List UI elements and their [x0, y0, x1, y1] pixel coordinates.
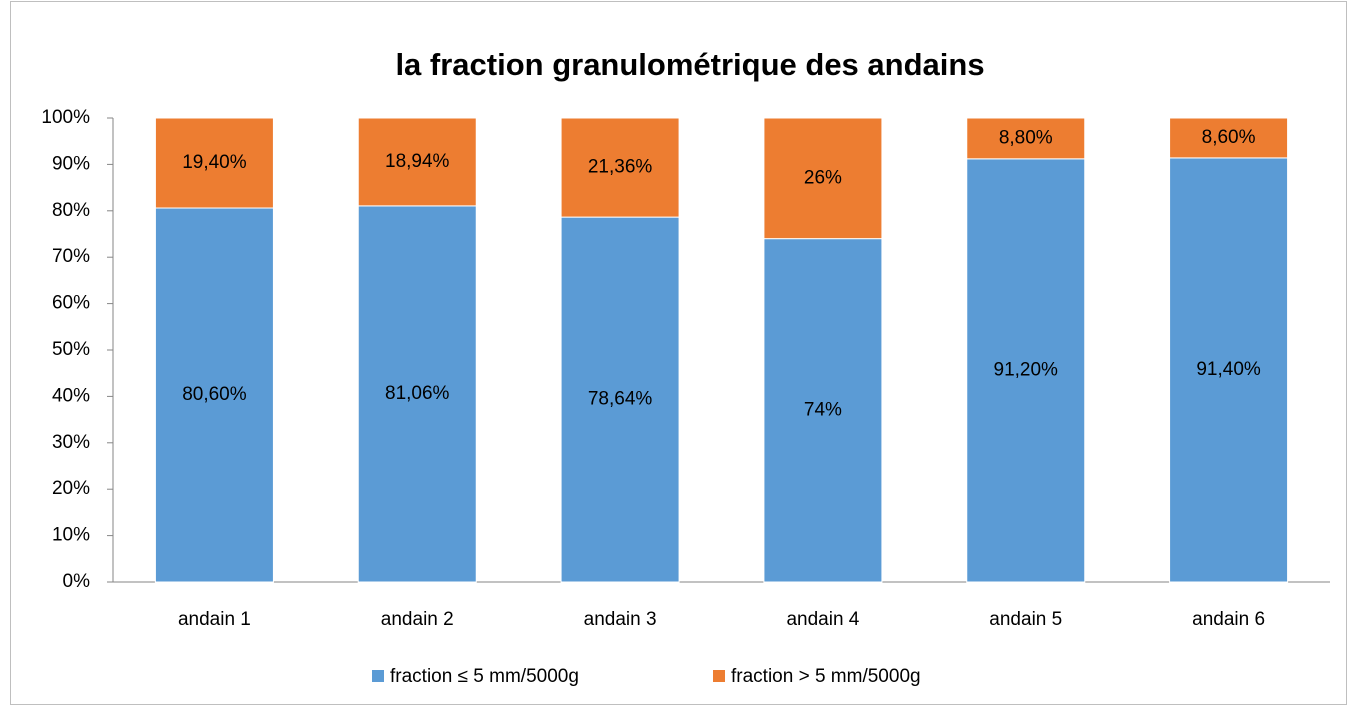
legend-label: fraction ≤ 5 mm/5000g: [390, 666, 579, 687]
bar-segment: [154, 207, 274, 583]
y-tick-label: 30%: [52, 432, 90, 453]
x-tick-label: andain 3: [584, 609, 657, 630]
x-tick-label: andain 2: [381, 609, 454, 630]
y-tick-label: 0%: [63, 571, 91, 592]
data-label: 74%: [804, 399, 842, 420]
bar-segment: [560, 216, 680, 583]
legend-label: fraction > 5 mm/5000g: [731, 666, 921, 687]
bar-segment: [357, 205, 477, 583]
data-label: 91,40%: [1196, 359, 1261, 380]
bar-segment: [1169, 157, 1289, 583]
x-tick-label: andain 1: [178, 609, 251, 630]
bar-segment: [1169, 117, 1289, 159]
x-tick-label: andain 6: [1192, 609, 1265, 630]
y-tick-label: 20%: [52, 478, 90, 499]
data-label: 78,64%: [588, 389, 653, 410]
x-tick-label: andain 4: [786, 609, 859, 630]
y-tick-label: 60%: [52, 293, 90, 314]
chart-title: la fraction granulométrique des andains: [395, 47, 984, 82]
y-tick-label: 70%: [52, 246, 90, 267]
legend-swatch: [713, 670, 725, 682]
bar-segment: [763, 238, 883, 583]
data-label: 8,60%: [1202, 127, 1256, 148]
data-label: 80,60%: [182, 384, 247, 405]
y-tick-label: 50%: [52, 339, 90, 360]
legend-swatch: [372, 670, 384, 682]
data-label: 8,80%: [999, 127, 1053, 148]
y-tick-label: 10%: [52, 525, 90, 546]
bar-segment: [966, 117, 1086, 160]
bar-segment: [154, 117, 274, 209]
bar-segment: [357, 117, 477, 207]
data-label: 81,06%: [385, 383, 450, 404]
y-tick-label: 40%: [52, 385, 90, 406]
data-label: 21,36%: [588, 157, 653, 178]
data-label: 26%: [804, 167, 842, 188]
bar-segment: [763, 117, 883, 240]
data-label: 19,40%: [182, 152, 247, 173]
data-label: 18,94%: [385, 151, 450, 172]
y-tick-label: 90%: [52, 153, 90, 174]
data-label: 91,20%: [994, 359, 1059, 380]
x-tick-label: andain 5: [989, 609, 1062, 630]
bar-segment: [560, 117, 680, 218]
y-tick-label: 100%: [41, 107, 90, 128]
bar-segment: [966, 158, 1086, 583]
y-tick-label: 80%: [52, 200, 90, 221]
